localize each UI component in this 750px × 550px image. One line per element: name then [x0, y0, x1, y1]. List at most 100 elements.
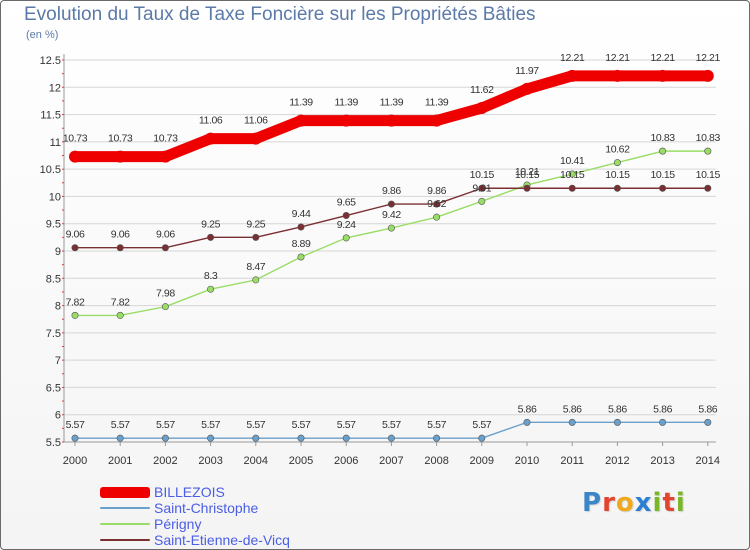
x-tick-label: 2004: [244, 455, 268, 467]
proxiti-logo: Proxiti: [582, 488, 686, 518]
legend-swatch: [100, 507, 150, 509]
data-point: [252, 276, 260, 284]
data-label: 12.21: [560, 52, 585, 64]
data-label: 12.21: [696, 52, 721, 64]
data-point: [611, 69, 624, 82]
data-point: [342, 212, 350, 220]
data-label: 9.44: [292, 208, 311, 220]
logo-letter: x: [634, 488, 653, 518]
data-label: 11.39: [289, 97, 313, 109]
data-point: [297, 223, 305, 231]
data-label: 9.06: [111, 229, 130, 241]
x-tick-label: 2005: [289, 455, 313, 467]
data-point: [659, 418, 667, 426]
data-point: [433, 434, 441, 442]
data-label: 9.86: [427, 185, 446, 197]
grid-lines: [64, 59, 716, 443]
y-tick-label: 10.5: [40, 164, 61, 176]
data-point: [433, 213, 441, 221]
data-point: [161, 303, 169, 311]
data-label: 5.57: [66, 419, 85, 431]
data-point: [521, 82, 533, 95]
data-label: 5.57: [246, 419, 265, 431]
data-label: 9.25: [246, 218, 265, 230]
legend-swatch: [100, 539, 150, 541]
y-tick-label: 9.5: [46, 219, 61, 231]
data-point: [207, 434, 215, 442]
data-point: [433, 200, 441, 208]
data-point: [207, 233, 215, 241]
data-label: 9.86: [382, 185, 401, 197]
data-label: 11.62: [470, 84, 494, 96]
data-label: 7.98: [156, 288, 175, 300]
y-tick-label: 6.5: [46, 382, 61, 394]
x-tick-label: 2011: [560, 455, 584, 467]
logo-letter: i: [675, 488, 686, 518]
x-tick-label: 2009: [470, 455, 494, 467]
data-label: 10.41: [560, 155, 585, 167]
data-point: [478, 197, 486, 205]
data-point: [116, 434, 124, 442]
logo-letter: o: [615, 488, 635, 518]
legend-item: Périgny: [100, 516, 290, 532]
data-label: 11.39: [425, 97, 449, 109]
data-label: 9.06: [66, 229, 85, 241]
data-point: [297, 253, 305, 261]
data-point: [568, 170, 576, 178]
data-label: 10.15: [470, 169, 495, 181]
data-point: [656, 69, 669, 82]
data-point: [116, 311, 124, 319]
data-label: 5.57: [427, 419, 446, 431]
data-label: 10.15: [560, 169, 585, 181]
data-point: [387, 434, 395, 442]
data-label: 10.21: [515, 166, 540, 178]
axes: 5.5 6 6.5 7 7.5 8 8.5 9 9.5 10 10.5 11 11.5 12 12.5 200…: [40, 54, 720, 467]
y-tick-label: 10: [49, 191, 61, 203]
x-tick-label: 2000: [63, 455, 87, 467]
unit-label: (en %): [26, 29, 59, 41]
data-point: [295, 114, 307, 127]
data-label: 5.86: [518, 403, 537, 415]
data-label: 11.06: [199, 115, 223, 127]
data-label: 10.73: [108, 133, 133, 145]
legend-item: BILLEZOIS: [100, 484, 290, 500]
data-label: 11.39: [380, 97, 404, 109]
data-label: 5.57: [156, 419, 175, 431]
data-labels: 10.73 10.73 10.73 11.06 11.06 11.39 11.39 11.39…: [63, 52, 721, 431]
data-label: 9.06: [156, 229, 175, 241]
legend-swatch: [100, 486, 150, 498]
data-label: 5.57: [201, 419, 220, 431]
y-tick-label: 6: [55, 410, 61, 422]
series-group: [69, 69, 714, 442]
data-point: [475, 102, 488, 115]
data-point: [252, 233, 260, 241]
data-label: 12.21: [650, 52, 675, 64]
logo-letter: t: [662, 488, 676, 518]
y-tick-label: 7: [55, 355, 61, 367]
x-tick-label: 2013: [650, 455, 674, 467]
data-point: [71, 434, 79, 442]
data-point: [478, 184, 486, 192]
data-point: [613, 184, 621, 192]
y-tick-label: 9: [55, 246, 61, 258]
data-label: 10.62: [605, 144, 630, 156]
data-label: 10.15: [605, 169, 630, 181]
data-point: [613, 418, 621, 426]
legend-swatch: [100, 523, 150, 525]
data-point: [659, 147, 667, 155]
data-point: [71, 311, 79, 319]
data-label: 11.97: [515, 65, 539, 77]
data-point: [385, 114, 398, 127]
logo-letter: i: [652, 488, 663, 518]
data-point: [430, 114, 443, 127]
logo-letter: P: [582, 488, 603, 518]
data-point: [701, 69, 714, 82]
data-label: 7.82: [66, 296, 85, 308]
chart-title: Evolution du Taux de Taxe Foncière sur l…: [24, 4, 536, 25]
data-point: [71, 244, 79, 252]
data-label: 7.82: [111, 296, 130, 308]
data-point: [207, 285, 215, 293]
data-point: [204, 132, 217, 145]
